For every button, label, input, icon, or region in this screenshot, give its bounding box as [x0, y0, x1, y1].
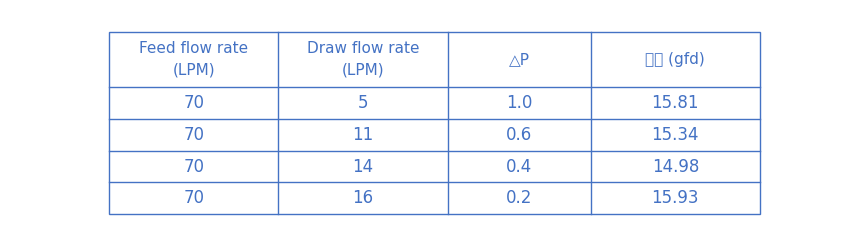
Text: Feed flow rate
(LPM): Feed flow rate (LPM)	[139, 41, 248, 77]
Text: 0.4: 0.4	[506, 158, 533, 175]
Text: 0.2: 0.2	[506, 189, 533, 207]
Text: 0.6: 0.6	[506, 126, 533, 144]
Text: 유량 (gfd): 유량 (gfd)	[645, 52, 706, 67]
Text: 11: 11	[353, 126, 374, 144]
Text: △P: △P	[509, 52, 530, 67]
Text: 5: 5	[358, 94, 368, 112]
Text: 70: 70	[183, 94, 204, 112]
Text: 70: 70	[183, 126, 204, 144]
Text: 15.81: 15.81	[651, 94, 699, 112]
Text: 1.0: 1.0	[506, 94, 533, 112]
Text: 14: 14	[353, 158, 374, 175]
Text: 16: 16	[353, 189, 374, 207]
Text: 14.98: 14.98	[651, 158, 699, 175]
Text: 15.93: 15.93	[651, 189, 699, 207]
Text: Draw flow rate
(LPM): Draw flow rate (LPM)	[307, 41, 419, 77]
Text: 70: 70	[183, 189, 204, 207]
Text: 15.34: 15.34	[651, 126, 699, 144]
Text: 70: 70	[183, 158, 204, 175]
